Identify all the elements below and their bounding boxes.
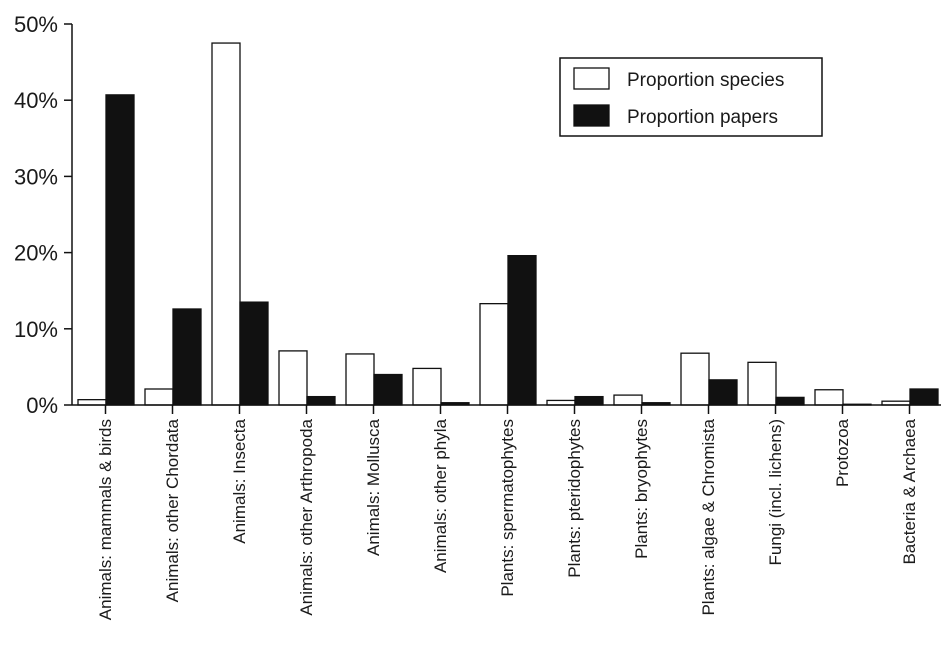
bar-species	[144, 388, 174, 406]
bar-papers	[373, 373, 403, 406]
x-category-label: Animals: other Arthropoda	[297, 418, 316, 615]
legend-label-species: Proportion species	[627, 70, 784, 91]
legend-swatch-papers	[573, 104, 610, 127]
bar-papers	[105, 94, 135, 406]
x-category-label: Fungi (incl. lichens)	[766, 419, 785, 565]
y-axis: 0% 10% 20% 30% 40% 50%	[14, 12, 73, 418]
legend-swatch-species	[573, 67, 610, 90]
y-tick-label: 40%	[14, 88, 58, 113]
x-category-label: Animals: mammals & birds	[96, 419, 115, 620]
bar-species	[278, 350, 308, 406]
x-category-label: Plants: algae & Chromista	[699, 418, 718, 615]
x-category-label: Bacteria & Archaea	[900, 418, 919, 564]
bar-species	[680, 352, 710, 406]
bar-species	[77, 399, 107, 406]
x-category-label: Animals: Insecta	[230, 418, 249, 543]
y-tick-label: 50%	[14, 12, 58, 37]
x-category-label: Animals: other phyla	[431, 418, 450, 573]
bar-papers	[574, 395, 604, 406]
legend: Proportion species Proportion papers	[559, 57, 823, 137]
x-category-label: Animals: other Chordata	[163, 418, 182, 602]
x-category-label: Plants: spermatophytes	[498, 419, 517, 597]
bars	[77, 42, 939, 406]
bar-papers	[172, 308, 202, 406]
x-category-label: Animals: Mollusca	[364, 418, 383, 556]
bar-species	[814, 389, 844, 406]
bar-species	[345, 353, 375, 406]
legend-label-papers: Proportion papers	[627, 107, 778, 128]
x-category-label: Plants: pteridophytes	[565, 419, 584, 578]
bar-papers	[775, 396, 805, 406]
bar-species	[412, 367, 442, 406]
x-axis: Animals: mammals & birds Animals: other C…	[72, 404, 941, 620]
x-category-label: Plants: bryophytes	[632, 419, 651, 559]
bar-species	[747, 361, 777, 406]
bar-papers	[708, 379, 738, 406]
bar-papers	[507, 254, 537, 406]
bar-papers	[909, 388, 939, 406]
x-category-label: Protozoa	[833, 418, 852, 487]
bar-papers	[239, 301, 269, 406]
y-tick-label: 10%	[14, 317, 58, 342]
bar-species	[479, 303, 509, 406]
bar-species	[613, 394, 643, 406]
bar-papers	[306, 395, 336, 406]
y-tick-label: 0%	[26, 393, 58, 418]
y-tick-label: 30%	[14, 164, 58, 189]
bar-species	[211, 42, 241, 406]
y-tick-label: 20%	[14, 241, 58, 266]
